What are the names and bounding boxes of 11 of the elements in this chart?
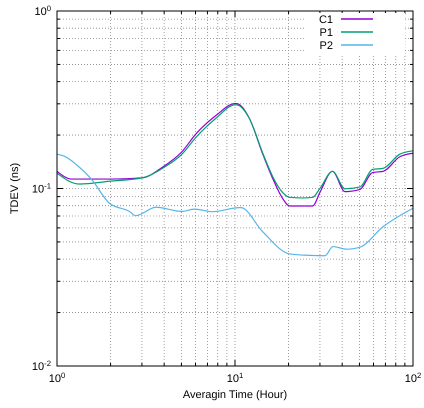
- x-tick-label: 10$^{1}$: [226, 370, 244, 385]
- x-axis-title: Averagin Time (Hour): [182, 389, 288, 401]
- y-tick-label: 10$^{-2}$: [32, 358, 51, 373]
- legend-label: P2: [320, 40, 333, 52]
- y-tick-label: 10$^{-1}$: [32, 181, 51, 196]
- y-tick-label: 10$^{0}$: [34, 4, 51, 18]
- legend-label: P1: [320, 27, 333, 39]
- x-tick-label: 10$^{2}$: [404, 370, 422, 385]
- x-tick-label: 10$^{0}$: [48, 370, 66, 385]
- y-axis-title: TDEV (ns): [9, 162, 21, 214]
- legend-label: C1: [318, 14, 333, 26]
